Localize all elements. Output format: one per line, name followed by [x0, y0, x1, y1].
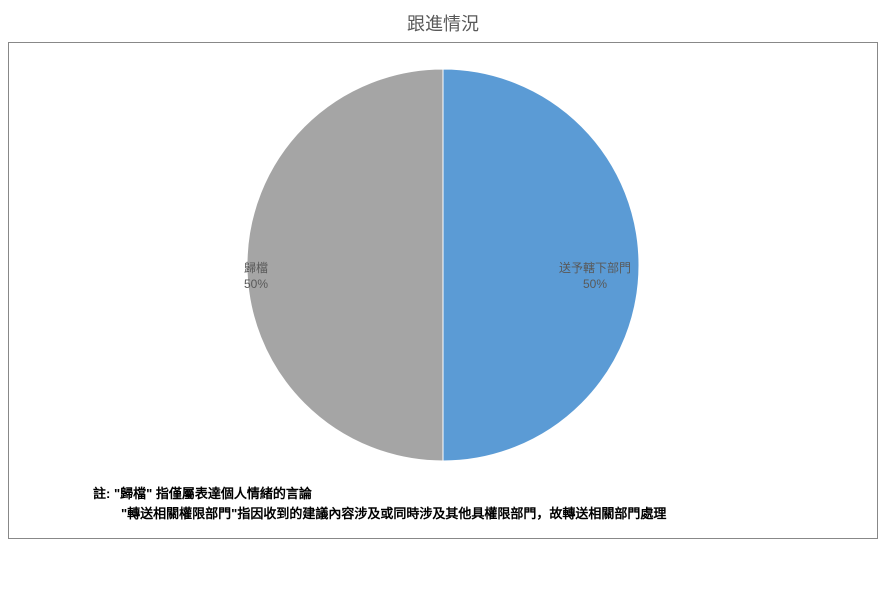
chart-container: 歸檔 50% 送予轄下部門 50% 註: "歸檔" 指僅屬表達個人情緒的言論 "… [8, 42, 878, 539]
slice-label-right: 送予轄下部門 50% [559, 261, 631, 292]
slice-label-left-name: 歸檔 [244, 261, 268, 275]
pie-slice [247, 69, 443, 461]
slice-label-right-name: 送予轄下部門 [559, 261, 631, 275]
footnote-line2: "轉送相關權限部門"指因收到的建議內容涉及或同時涉及其他具權限部門，故轉送相關部… [93, 504, 666, 524]
footnotes: 註: "歸檔" 指僅屬表達個人情緒的言論 "轉送相關權限部門"指因收到的建議內容… [93, 484, 666, 524]
slice-label-left-pct: 50% [244, 277, 268, 291]
slice-label-right-pct: 50% [583, 277, 607, 291]
slice-label-left: 歸檔 50% [244, 261, 268, 292]
chart-title: 跟進情況 [0, 0, 886, 42]
footnote-line1: 註: "歸檔" 指僅屬表達個人情緒的言論 [93, 484, 666, 504]
